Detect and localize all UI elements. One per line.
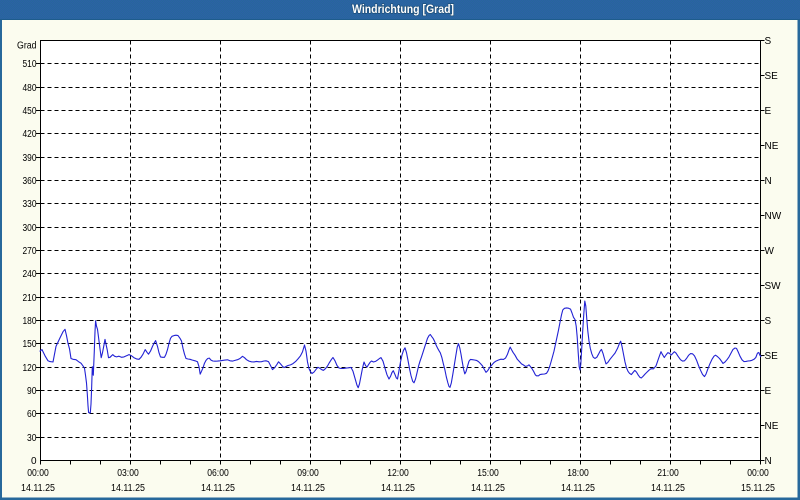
svg-text:15.11.25: 15.11.25 — [741, 483, 775, 494]
svg-text:150: 150 — [23, 339, 37, 350]
svg-text:15:00: 15:00 — [477, 468, 499, 479]
svg-text:0: 0 — [31, 456, 37, 467]
svg-text:21:00: 21:00 — [657, 468, 679, 479]
svg-text:14.11.25: 14.11.25 — [471, 483, 505, 494]
svg-text:W: W — [765, 246, 775, 257]
svg-text:09:00: 09:00 — [297, 468, 319, 479]
svg-text:00:00: 00:00 — [27, 468, 49, 479]
svg-text:510: 510 — [23, 59, 37, 70]
svg-text:E: E — [765, 386, 772, 397]
svg-text:14.11.25: 14.11.25 — [21, 483, 55, 494]
svg-text:270: 270 — [23, 246, 37, 257]
svg-text:420: 420 — [23, 129, 37, 140]
svg-text:Grad: Grad — [17, 41, 37, 52]
svg-text:S: S — [765, 316, 772, 327]
svg-text:E: E — [765, 106, 772, 117]
svg-text:N: N — [765, 456, 772, 467]
svg-text:14.11.25: 14.11.25 — [291, 483, 325, 494]
svg-text:120: 120 — [23, 363, 37, 374]
svg-text:450: 450 — [23, 106, 37, 117]
svg-text:180: 180 — [23, 316, 37, 327]
svg-text:390: 390 — [23, 153, 37, 164]
svg-text:18:00: 18:00 — [567, 468, 589, 479]
svg-text:12:00: 12:00 — [387, 468, 409, 479]
svg-text:NW: NW — [765, 211, 782, 222]
svg-text:300: 300 — [23, 223, 37, 234]
svg-text:14.11.25: 14.11.25 — [381, 483, 415, 494]
svg-text:14.11.25: 14.11.25 — [651, 483, 685, 494]
svg-text:14.11.25: 14.11.25 — [561, 483, 595, 494]
svg-text:03:00: 03:00 — [117, 468, 139, 479]
svg-text:60: 60 — [27, 409, 37, 420]
svg-text:06:00: 06:00 — [207, 468, 229, 479]
svg-text:360: 360 — [23, 176, 37, 187]
svg-text:Windrichtung [Grad]: Windrichtung [Grad] — [352, 2, 454, 16]
svg-text:SE: SE — [765, 71, 779, 82]
svg-text:14.11.25: 14.11.25 — [201, 483, 235, 494]
svg-text:14.11.25: 14.11.25 — [111, 483, 145, 494]
svg-text:00:00: 00:00 — [747, 468, 769, 479]
svg-text:SW: SW — [765, 281, 782, 292]
svg-text:330: 330 — [23, 199, 37, 210]
svg-text:90: 90 — [27, 386, 37, 397]
svg-text:210: 210 — [23, 293, 37, 304]
svg-text:N: N — [765, 176, 772, 187]
svg-text:SE: SE — [765, 351, 779, 362]
svg-text:S: S — [765, 36, 772, 47]
svg-text:NE: NE — [765, 421, 779, 432]
svg-text:30: 30 — [27, 433, 37, 444]
svg-text:240: 240 — [23, 269, 37, 280]
svg-text:480: 480 — [23, 83, 37, 94]
svg-text:NE: NE — [765, 141, 779, 152]
